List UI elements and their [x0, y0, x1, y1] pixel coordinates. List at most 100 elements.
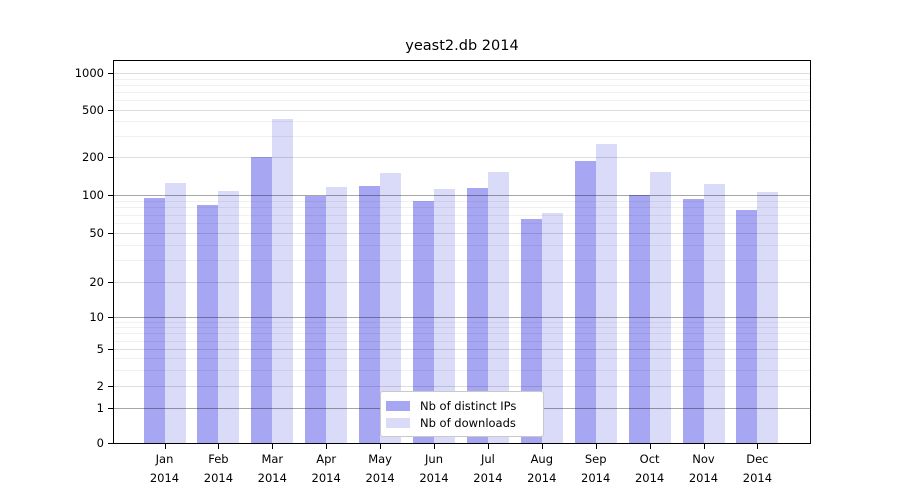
x-tick-year: 2014	[203, 470, 234, 485]
legend-swatch-distinct-ips	[386, 400, 410, 411]
x-tick-mark	[272, 444, 274, 449]
x-tick-mark	[649, 444, 651, 449]
x-tick-month: May	[368, 452, 392, 466]
x-tick-year: 2014	[634, 470, 665, 485]
y-tick-mark	[108, 386, 113, 387]
x-tick-label-oct: Oct 2014	[618, 450, 682, 487]
minor-gridline	[114, 78, 810, 80]
bar-jan-distinct-ips	[143, 197, 165, 443]
x-tick-month: Feb	[208, 452, 229, 466]
x-tick-year: 2014	[419, 470, 449, 485]
y-tick-mark	[108, 233, 113, 234]
bar-jul-downloads	[487, 171, 509, 443]
minor-gridline	[114, 121, 810, 123]
x-tick-mark	[326, 444, 328, 449]
y-tick-label: 500	[82, 103, 104, 117]
bar-may-downloads	[380, 172, 402, 443]
bar-apr-downloads	[326, 186, 348, 443]
y-tick-label: 0	[96, 436, 104, 450]
y-tick-label: 100	[82, 188, 104, 202]
bar-mar-downloads	[272, 118, 294, 443]
x-tick-month: Sep	[584, 452, 607, 466]
gridline-1000	[114, 73, 810, 74]
y-tick-mark	[108, 443, 113, 444]
x-tick-month: Aug	[530, 452, 554, 466]
x-tick-year: 2014	[473, 470, 503, 485]
y-tick-label: 5	[96, 342, 104, 356]
x-tick-label-sep: Sep 2014	[564, 450, 628, 487]
y-tick-label: 20	[89, 275, 104, 289]
bar-sep-distinct-ips	[574, 161, 596, 443]
y-tick-mark	[108, 317, 113, 318]
x-tick-year: 2014	[311, 470, 341, 485]
x-tick-mark	[757, 444, 759, 449]
x-tick-month: Dec	[746, 452, 769, 466]
x-tick-label-nov: Nov 2014	[672, 450, 736, 487]
bar-apr-distinct-ips	[305, 196, 327, 443]
y-tick-mark	[108, 110, 113, 111]
y-tick-label: 10	[89, 310, 104, 324]
x-tick-month: Nov	[692, 452, 715, 466]
x-tick-year: 2014	[365, 470, 395, 485]
y-tick-mark	[108, 349, 113, 350]
x-tick-label-mar: Mar 2014	[240, 450, 304, 487]
bar-dec-distinct-ips	[736, 210, 758, 443]
bar-jan-downloads	[164, 182, 186, 443]
x-tick-year: 2014	[149, 470, 180, 485]
y-tick-mark	[108, 195, 113, 196]
minor-gridline	[114, 84, 810, 86]
gridline-200	[114, 157, 810, 158]
y-tick-mark	[108, 282, 113, 283]
bar-feb-downloads	[218, 190, 240, 443]
gridline-500	[114, 110, 810, 111]
plot-area	[113, 60, 811, 444]
legend-label-downloads: Nb of downloads	[420, 415, 516, 430]
x-tick-month: Jan	[155, 452, 174, 466]
bar-nov-downloads	[703, 184, 725, 443]
bar-jun-distinct-ips	[413, 200, 434, 443]
x-tick-year: 2014	[527, 470, 557, 485]
bar-oct-distinct-ips	[628, 195, 650, 443]
bar-dec-downloads	[757, 191, 779, 443]
x-tick-year: 2014	[257, 470, 287, 485]
y-tick-label: 200	[82, 150, 104, 164]
bar-aug-distinct-ips	[520, 219, 542, 443]
y-tick-label: 2	[96, 379, 104, 393]
x-tick-mark	[595, 444, 597, 449]
bar-oct-downloads	[649, 171, 671, 443]
x-tick-mark	[703, 444, 705, 449]
x-tick-label-dec: Dec 2014	[725, 450, 789, 487]
x-tick-mark	[434, 444, 435, 449]
y-tick-label: 1000	[74, 66, 104, 80]
y-tick-label: 50	[89, 226, 104, 240]
bar-nov-distinct-ips	[682, 198, 704, 443]
bar-may-distinct-ips	[359, 185, 381, 443]
x-tick-year: 2014	[688, 470, 719, 485]
bar-feb-distinct-ips	[197, 205, 219, 443]
bar-aug-downloads	[541, 213, 563, 443]
x-tick-label-feb: Feb 2014	[186, 450, 250, 487]
x-tick-year: 2014	[581, 470, 611, 485]
bar-jul-distinct-ips	[466, 187, 488, 443]
x-tick-label-aug: Aug 2014	[510, 450, 574, 487]
x-tick-label-may: May 2014	[348, 450, 412, 487]
bar-mar-distinct-ips	[251, 157, 273, 443]
x-tick-month: Apr	[316, 452, 337, 466]
x-tick-label-jan: Jan 2014	[133, 450, 197, 487]
x-tick-mark	[487, 444, 489, 449]
legend: Nb of distinct IPs Nb of downloads	[380, 391, 544, 437]
bar-jun-downloads	[434, 189, 455, 443]
x-tick-year: 2014	[742, 470, 773, 485]
y-tick-mark	[108, 157, 113, 158]
legend-item-downloads: Nb of downloads	[386, 416, 537, 430]
x-tick-month: Oct	[639, 452, 660, 466]
x-tick-mark	[541, 444, 543, 449]
bar-sep-downloads	[595, 143, 617, 443]
y-tick-mark	[108, 408, 113, 409]
x-tick-mark	[218, 444, 220, 449]
x-tick-month: Jul	[480, 452, 495, 466]
legend-swatch-downloads	[386, 417, 410, 428]
minor-gridline	[114, 100, 810, 102]
legend-item-distinct-ips: Nb of distinct IPs	[386, 399, 537, 413]
